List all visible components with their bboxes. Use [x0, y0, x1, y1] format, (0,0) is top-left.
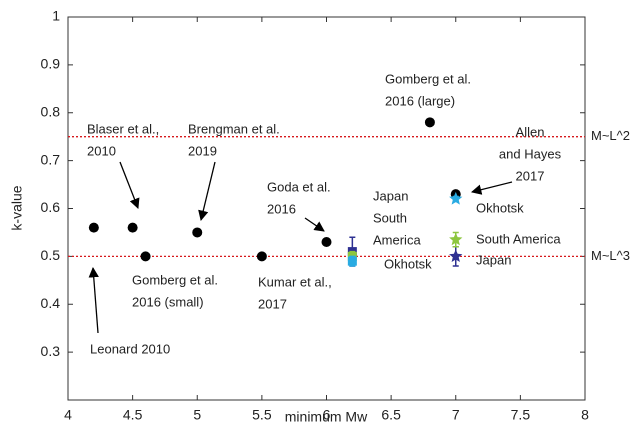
- point: [88, 222, 99, 233]
- point: [347, 256, 357, 266]
- y-axis-label: k-value: [9, 185, 25, 230]
- annotation-arrow: [88, 266, 99, 334]
- x-tick-label: 7.5: [511, 407, 531, 423]
- x-tick-label: 6.5: [381, 407, 401, 423]
- point: [449, 191, 463, 205]
- x-tick-label: 6: [323, 407, 331, 423]
- point: [321, 237, 332, 248]
- y-tick-label: 0.4: [41, 295, 61, 311]
- annotation: 2017: [516, 168, 545, 183]
- point: [449, 232, 463, 246]
- annotation: Blaser et al.,: [87, 121, 159, 136]
- reference-label: M~L^2: [591, 128, 630, 143]
- annotation: Okhotsk: [476, 200, 524, 215]
- annotation: Goda et al.: [267, 179, 331, 194]
- annotation: 2016 (small): [132, 294, 204, 309]
- y-tick-label: 1: [52, 8, 60, 24]
- x-tick-label: 4.5: [123, 407, 143, 423]
- point: [127, 222, 138, 233]
- annotation: Gomberg et al.: [385, 71, 471, 86]
- annotation: Brengman et al.: [188, 121, 280, 136]
- annotation: South America: [476, 231, 561, 246]
- point: [424, 117, 435, 128]
- annotation: 2010: [87, 143, 116, 158]
- y-tick-label: 0.6: [41, 199, 61, 215]
- annotation: South: [373, 210, 407, 225]
- annotation: Japan: [373, 188, 408, 203]
- x-tick-label: 5: [193, 407, 201, 423]
- annotation: 2016 (large): [385, 93, 455, 108]
- point: [192, 227, 203, 238]
- annotation: 2016: [267, 201, 296, 216]
- annotation-arrow: [304, 217, 325, 232]
- annotation: Leonard 2010: [90, 341, 170, 356]
- annotation: 2017: [258, 296, 287, 311]
- x-tick-label: 8: [581, 407, 589, 423]
- annotation: Japan: [476, 252, 511, 267]
- annotation: Kumar et al.,: [258, 274, 332, 289]
- annotation: 2019: [188, 143, 217, 158]
- annotation: Gomberg et al.: [132, 272, 218, 287]
- y-tick-label: 0.9: [41, 56, 61, 72]
- y-tick-label: 0.5: [41, 247, 61, 263]
- annotation: Allen: [516, 124, 545, 139]
- y-tick-label: 0.3: [41, 343, 61, 359]
- annotation: and Hayes: [499, 146, 562, 161]
- annotation-arrow: [470, 181, 513, 195]
- x-tick-label: 5.5: [252, 407, 272, 423]
- y-tick-label: 0.8: [41, 103, 61, 119]
- reference-label: M~L^3: [591, 248, 630, 263]
- point: [449, 249, 463, 262]
- annotation-arrow: [198, 161, 216, 222]
- annotation-arrow: [119, 161, 140, 209]
- x-tick-label: 7: [452, 407, 460, 423]
- annotation: America: [373, 232, 421, 247]
- x-axis-label: minimum Mw: [285, 409, 368, 425]
- y-tick-label: 0.7: [41, 151, 61, 167]
- point: [140, 251, 151, 262]
- point: [256, 251, 267, 262]
- annotation: Okhotsk: [384, 256, 432, 271]
- x-tick-label: 4: [64, 407, 72, 423]
